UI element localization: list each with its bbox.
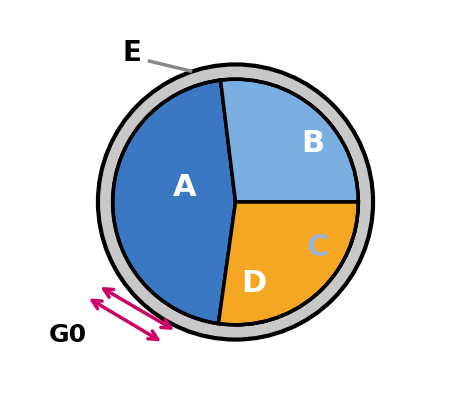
Text: E: E xyxy=(122,39,141,67)
Wedge shape xyxy=(113,80,236,324)
Wedge shape xyxy=(236,202,358,325)
Wedge shape xyxy=(219,202,358,325)
Text: A: A xyxy=(173,173,196,202)
Wedge shape xyxy=(220,79,358,202)
Text: C: C xyxy=(306,233,329,261)
Text: D: D xyxy=(241,269,266,299)
Text: B: B xyxy=(302,128,325,158)
Circle shape xyxy=(98,65,373,339)
Text: G0: G0 xyxy=(49,323,87,347)
